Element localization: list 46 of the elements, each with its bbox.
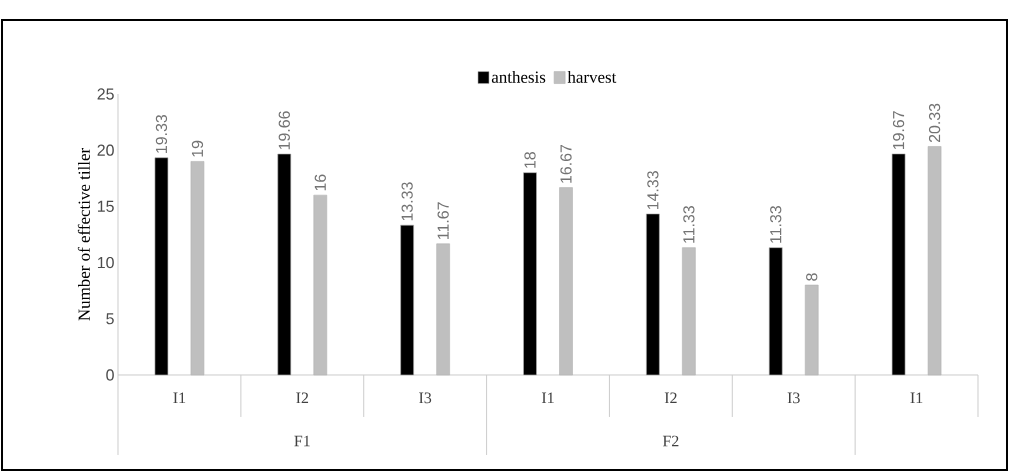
data-label: 19.66	[278, 111, 290, 150]
data-label: 14.33	[647, 171, 659, 210]
y-tick-label: 25	[97, 88, 114, 100]
data-label: 16	[314, 174, 326, 191]
legend-label: harvest	[567, 70, 617, 83]
bar	[313, 194, 328, 376]
bar	[927, 146, 942, 376]
x-tick-label: I2	[296, 392, 309, 404]
data-label: 19	[191, 140, 204, 157]
bar	[523, 172, 537, 376]
bar	[400, 224, 414, 376]
bar	[190, 161, 205, 376]
data-label: 11.33	[770, 206, 782, 243]
bar	[436, 243, 450, 376]
y-tick-label: 15	[97, 200, 114, 212]
x-tick-label: I3	[787, 392, 800, 404]
y-tick-label: 0	[106, 369, 114, 381]
y-axis-title: Number of effective tiller	[77, 148, 90, 321]
bar	[154, 157, 169, 376]
bar	[891, 153, 906, 376]
data-label: 20.33	[928, 103, 941, 143]
bar	[559, 187, 573, 376]
data-label: 19.33	[155, 114, 168, 153]
data-label: 11.67	[437, 202, 449, 239]
text: F2	[662, 435, 679, 447]
x-tick-label: I1	[541, 392, 554, 404]
y-tick-label: 5	[106, 313, 114, 325]
y-tick-label: 10	[97, 256, 114, 269]
x-tick-label: I1	[173, 392, 186, 404]
bar	[682, 247, 696, 376]
bar	[646, 213, 660, 376]
text: F1	[294, 435, 310, 447]
x-tick-label: I3	[419, 392, 432, 404]
x-tick-label: I2	[664, 392, 677, 404]
data-label: 11.33	[683, 206, 695, 243]
data-label: 19.67	[892, 111, 905, 150]
legend-label: anthesis	[491, 70, 546, 83]
data-label: 16.67	[560, 144, 572, 183]
x-tick-label: I1	[910, 392, 923, 404]
bar	[277, 153, 292, 376]
bar	[768, 247, 783, 376]
data-label: 8	[806, 273, 818, 281]
y-tick-label: 20	[97, 144, 114, 156]
data-label: 18	[524, 152, 536, 168]
data-label: 13.33	[401, 182, 413, 221]
bar	[804, 284, 819, 376]
